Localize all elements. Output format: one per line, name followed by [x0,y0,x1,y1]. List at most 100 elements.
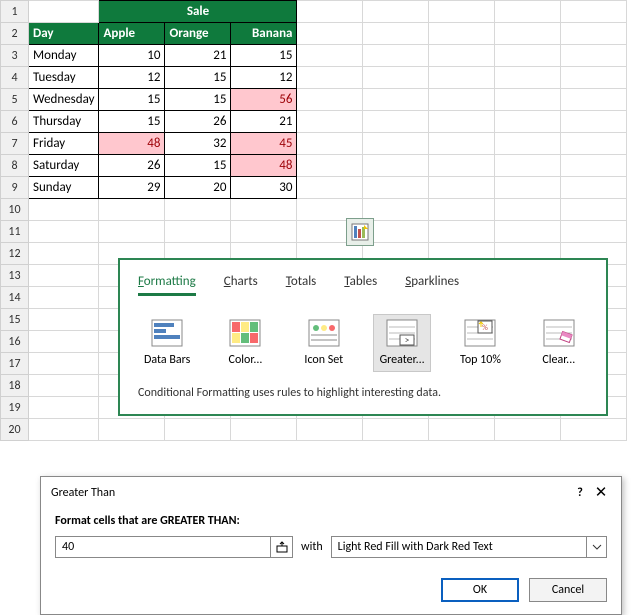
row-header[interactable]: 9 [1,177,29,199]
row-header[interactable]: 17 [1,353,29,375]
cancel-button[interactable]: Cancel [529,578,607,602]
row-header[interactable]: 15 [1,309,29,331]
cell[interactable] [561,155,627,177]
quick-analysis-button[interactable] [346,218,374,246]
cell[interactable] [495,89,561,111]
cell[interactable] [561,67,627,89]
cell[interactable] [99,419,165,441]
row-header[interactable]: 7 [1,133,29,155]
apple-cell[interactable]: 26 [99,155,165,177]
cell[interactable] [29,199,99,221]
cell[interactable] [561,45,627,67]
close-icon[interactable]: ✕ [589,483,613,502]
cell[interactable] [297,419,363,441]
row-header[interactable]: 3 [1,45,29,67]
orange-cell[interactable]: 21 [165,45,231,67]
row-header[interactable]: 16 [1,331,29,353]
cell[interactable] [561,111,627,133]
cell[interactable] [561,23,627,45]
row-header[interactable]: 6 [1,111,29,133]
cell[interactable] [29,331,99,353]
banana-cell[interactable]: 15 [231,45,297,67]
table-title[interactable]: Sale [99,1,297,23]
apple-cell[interactable]: 12 [99,67,165,89]
row-header[interactable]: 11 [1,221,29,243]
day-cell[interactable]: Wednesday [29,89,99,111]
cell[interactable] [429,199,495,221]
cell[interactable] [429,221,495,243]
cell[interactable] [495,1,561,23]
cell[interactable] [363,89,429,111]
cell[interactable] [29,265,99,287]
header-apple[interactable]: Apple [99,23,165,45]
cell[interactable] [297,45,363,67]
apple-cell[interactable]: 15 [99,111,165,133]
cell[interactable] [495,23,561,45]
cell[interactable] [363,155,429,177]
cell[interactable] [561,199,627,221]
cell[interactable] [165,419,231,441]
cell[interactable] [297,23,363,45]
cell[interactable] [29,397,99,419]
cell[interactable] [495,419,561,441]
row-header[interactable]: 19 [1,397,29,419]
orange-cell[interactable]: 26 [165,111,231,133]
cell[interactable] [297,155,363,177]
cell[interactable] [363,419,429,441]
cell[interactable] [363,177,429,199]
row-header[interactable]: 13 [1,265,29,287]
day-cell[interactable]: Thursday [29,111,99,133]
cell[interactable] [429,89,495,111]
cell[interactable] [495,155,561,177]
banana-cell[interactable]: 56 [231,89,297,111]
qa-tab-sparklines[interactable]: Sparklines [405,274,459,296]
ok-button[interactable]: OK [441,578,519,602]
cell[interactable] [495,45,561,67]
qa-item-icon-set[interactable]: Icon Set [295,314,353,372]
cell[interactable] [495,67,561,89]
row-header[interactable]: 5 [1,89,29,111]
apple-cell[interactable]: 10 [99,45,165,67]
cell[interactable] [429,1,495,23]
cell[interactable] [297,67,363,89]
cell[interactable] [29,375,99,397]
cell[interactable] [29,353,99,375]
qa-item-color[interactable]: Color... [216,314,274,372]
cell[interactable] [429,155,495,177]
header-orange[interactable]: Orange [165,23,231,45]
cell[interactable] [561,89,627,111]
qa-tab-charts[interactable]: Charts [224,274,258,296]
cell[interactable] [99,199,165,221]
cell[interactable] [363,111,429,133]
cell[interactable] [297,1,363,23]
apple-cell[interactable]: 48 [99,133,165,155]
cell[interactable] [495,111,561,133]
row-header[interactable]: 2 [1,23,29,45]
cell[interactable] [99,221,165,243]
cell[interactable] [495,177,561,199]
cell[interactable] [429,177,495,199]
cell[interactable] [495,199,561,221]
cell[interactable] [297,177,363,199]
row-header[interactable]: 4 [1,67,29,89]
cell[interactable] [231,419,297,441]
header-banana[interactable]: Banana [231,23,297,45]
qa-item-data-bars[interactable]: Data Bars [138,314,196,372]
row-header[interactable]: 18 [1,375,29,397]
cell[interactable] [429,133,495,155]
cell[interactable] [165,199,231,221]
cell[interactable] [495,133,561,155]
cell[interactable] [561,133,627,155]
cell[interactable] [29,309,99,331]
cell[interactable] [231,221,297,243]
row-header[interactable]: 14 [1,287,29,309]
cell[interactable] [429,67,495,89]
cell[interactable] [29,221,99,243]
day-cell[interactable]: Monday [29,45,99,67]
cell[interactable] [297,133,363,155]
cell[interactable] [231,199,297,221]
cell[interactable] [297,89,363,111]
row-header[interactable]: 12 [1,243,29,265]
cell[interactable] [29,419,99,441]
banana-cell[interactable]: 45 [231,133,297,155]
